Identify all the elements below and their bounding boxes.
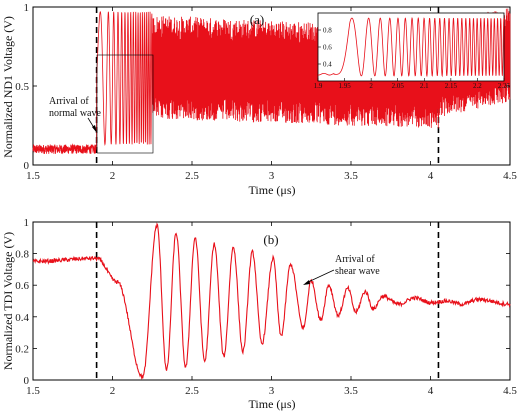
- y-tick-label: 0.6: [15, 280, 29, 292]
- inset-x-tick-label: 2.05: [392, 82, 405, 90]
- x-tick-label: 3: [269, 170, 275, 182]
- y-tick-label: 1: [24, 2, 30, 14]
- panel-a-plot-area: [32, 7, 511, 165]
- panel-a-ylabel: Normalized ND1 Voltage (V): [1, 16, 15, 158]
- panel-a-label: (a): [250, 12, 264, 27]
- panel-b-annotation: Arrival of shear wave: [303, 254, 380, 285]
- inset-series: [317, 16, 505, 78]
- x-tick-label: 3.5: [344, 170, 358, 182]
- panel-b-annotation-line1: Arrival of: [335, 254, 375, 265]
- y-tick-label: 0: [24, 375, 30, 387]
- panel-b-xlabel: Time (μs): [249, 397, 296, 411]
- panel-a-xlabel: Time (μs): [249, 183, 296, 197]
- series-nd1-voltage: [32, 8, 511, 155]
- panel-b: 1.5 2 2.5 3 3.5 4 4.5 0 0.2 0.4 0.6 0.8 1 (b) Time (…: [1, 217, 517, 411]
- x-tick-label: 3: [269, 385, 275, 397]
- panel-a-inset: 1.9 1.95 2 2.05 2.1 2.15 2.2 2.25 0.4 0.6 0.8: [314, 12, 511, 91]
- inset-x-tick-label: 2.15: [445, 82, 458, 90]
- inset-y-tick-label: 0.6: [323, 44, 332, 52]
- panel-b-annotation-line2: shear wave: [335, 266, 380, 277]
- inset-y-tick-label: 0.8: [323, 27, 332, 35]
- inset-x-tick-label: 2.2: [473, 82, 482, 90]
- inset-axes: 1.9 1.95 2 2.05 2.1 2.15 2.2 2.25 0.4 0.6 0.8: [314, 27, 511, 91]
- inset-y-tick-label: 0.4: [323, 61, 332, 69]
- x-tick-label: 2: [110, 385, 116, 397]
- y-tick-label: 0.2: [15, 343, 29, 355]
- inset-x-tick-label: 1.95: [338, 82, 351, 90]
- inset-x-tick-label: 2.1: [420, 82, 429, 90]
- panel-b-annotation-arrow: [305, 269, 335, 284]
- x-tick-label: 2.5: [185, 170, 199, 182]
- panel-a-axes: 1.5 2 2.5 3 3.5 4 4.5 0 0.5 1: [15, 2, 517, 182]
- panel-a-annotation-line1: Arrival of: [49, 96, 89, 107]
- panel-b-label: (b): [263, 232, 278, 247]
- panel-a-annotation-line2: normal wave: [49, 108, 101, 119]
- panel-a-annotation: Arrival of normal wave: [49, 96, 101, 133]
- y-tick-label: 0.8: [15, 249, 29, 261]
- inset-x-tick-label: 2: [369, 82, 373, 90]
- inset-x-tick-label: 1.9: [314, 82, 323, 90]
- x-tick-label: 1.5: [26, 170, 40, 182]
- x-tick-label: 4: [428, 170, 434, 182]
- y-tick-label: 0.4: [15, 312, 29, 324]
- y-tick-label: 1: [24, 217, 30, 229]
- x-tick-label: 4: [428, 385, 434, 397]
- panel-b-axes: 1.5 2 2.5 3 3.5 4 4.5 0 0.2 0.4 0.6 0.8 1: [15, 217, 517, 397]
- x-tick-label: 2: [110, 170, 116, 182]
- y-tick-label: 0.5: [15, 81, 29, 93]
- panel-a-zoom-box: [96, 54, 154, 154]
- series-tdi-voltage: [32, 222, 511, 380]
- y-tick-label: 0: [24, 160, 30, 172]
- x-tick-label: 4.5: [503, 385, 517, 397]
- panel-b-annotation-arrowhead: [303, 280, 310, 285]
- x-tick-label: 1.5: [26, 385, 40, 397]
- panel-a-annotation-arrowhead: [92, 125, 97, 133]
- panel-b-plot-area: [32, 222, 511, 380]
- x-tick-label: 4.5: [503, 170, 517, 182]
- x-tick-label: 3.5: [344, 385, 358, 397]
- inset-plot-area: [317, 16, 505, 78]
- panel-b-ylabel: Normalized TDI Voltage (V): [1, 232, 15, 370]
- panel-a: 1.5 2 2.5 3 3.5 4 4.5 0 0.5 1 (a) Time (μs) Norma…: [1, 2, 517, 197]
- x-tick-label: 2.5: [185, 385, 199, 397]
- inset-x-tick-label: 2.25: [498, 82, 511, 90]
